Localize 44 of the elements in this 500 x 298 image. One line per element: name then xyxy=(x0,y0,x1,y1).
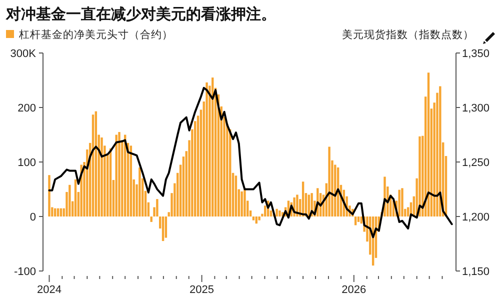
bar xyxy=(156,199,158,216)
line-series xyxy=(48,86,453,238)
chart-title: 对冲基金一直在减少对美元的看涨押注。 xyxy=(5,5,276,23)
y2-tick-label: 1,250 xyxy=(462,157,490,169)
bar xyxy=(240,191,243,216)
bar xyxy=(296,194,298,216)
bar xyxy=(439,86,442,216)
bar xyxy=(255,216,258,224)
bar xyxy=(48,175,50,216)
x-tick-label: 2026 xyxy=(342,284,366,296)
bar xyxy=(118,132,120,216)
y-tick-label: 0 xyxy=(30,212,36,224)
bar xyxy=(258,216,260,220)
bar xyxy=(328,146,330,216)
bar xyxy=(74,179,77,216)
y2-axis-title: 美元现货指数（指数点数） xyxy=(342,28,474,41)
bar xyxy=(401,188,404,216)
y-tick-label: 300K xyxy=(10,48,37,60)
y-tick-label: 100 xyxy=(18,157,36,169)
y2-tick-label: 1,350 xyxy=(462,48,490,60)
bar xyxy=(398,190,400,216)
bar xyxy=(252,216,255,220)
bar xyxy=(276,208,278,216)
bar xyxy=(357,216,360,222)
bar xyxy=(164,216,168,238)
bar xyxy=(68,184,71,216)
bar xyxy=(150,216,152,222)
bar xyxy=(115,134,118,216)
y2-tick-label: 1,300 xyxy=(462,102,490,114)
bar xyxy=(206,82,208,216)
bar xyxy=(162,216,164,242)
y-tick-label: 200 xyxy=(18,102,36,114)
bar xyxy=(418,136,421,216)
bar xyxy=(234,176,238,216)
bar xyxy=(278,210,281,216)
x-tick-label: 2025 xyxy=(190,284,214,296)
bar xyxy=(100,137,103,216)
y2-tick-label: 1,200 xyxy=(462,212,490,224)
y2-tick-label: 1,150 xyxy=(462,266,490,278)
bar xyxy=(244,188,246,216)
legend-label: 杠杆基金的净美元头寸（合约） xyxy=(18,28,173,41)
y-tick-label: -100 xyxy=(14,266,36,278)
x-tick-label: 2024 xyxy=(37,284,62,296)
bar xyxy=(138,167,141,216)
